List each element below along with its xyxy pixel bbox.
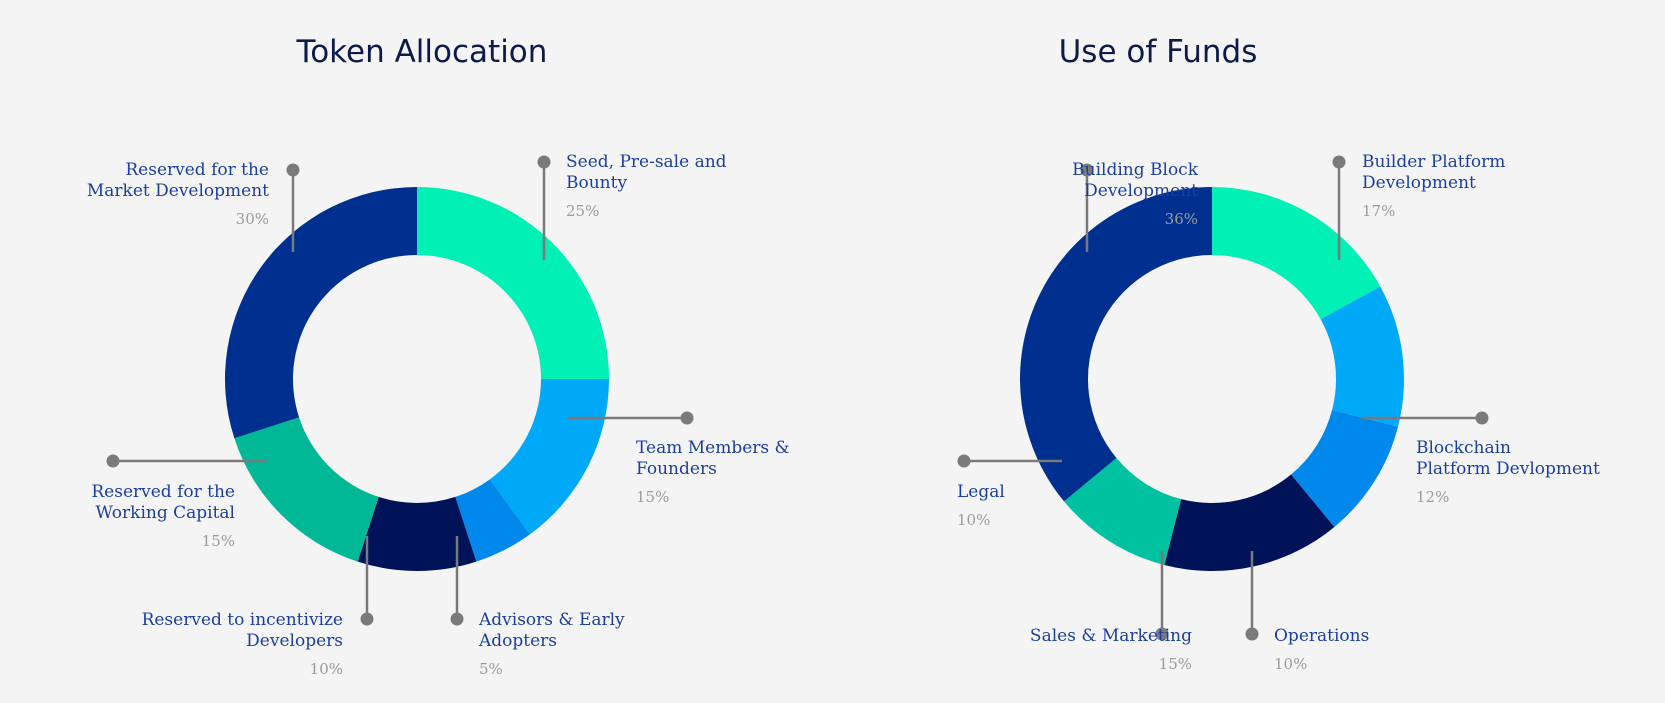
leader-dot	[286, 163, 300, 177]
leader-dot	[537, 155, 551, 169]
slice-label-market-dev: Reserved for the Market Development 30%	[86, 160, 269, 228]
leader-dot	[1332, 155, 1346, 169]
leader-dot	[1080, 163, 1094, 177]
slice-label-operations: Operations 10%	[1274, 626, 1370, 673]
slice-label-developers: Reserved to incentivize Developers 10%	[141, 610, 343, 678]
slice-builder-platform-development	[1212, 187, 1381, 320]
slice-reserved-for-the-working-capital	[234, 417, 379, 562]
slice-label-legal: Legal 10%	[957, 482, 1005, 529]
slice-reserved-for-the-market-development	[224, 187, 417, 439]
slice-label-advisors: Advisors & Early Adopters 5%	[479, 610, 625, 678]
slice-advisors-early-adopters	[455, 479, 530, 562]
chart-title: Token Allocation	[296, 34, 548, 70]
slice-label-builder-platform: Builder Platform Development 17%	[1362, 152, 1506, 220]
leader-dot	[1245, 627, 1259, 641]
slice-blockchain-platform-devlopment	[1320, 286, 1404, 427]
slice-label-working-capital: Reserved for the Working Capital 15%	[91, 482, 235, 550]
use-of-funds-panel: Use of Funds Builder Platform Development…	[832, 0, 1665, 703]
chart-title: Use of Funds	[1058, 34, 1258, 70]
slice-label-sales-marketing: Sales & Marketing 15%	[1029, 626, 1192, 673]
leader-dot	[957, 454, 971, 468]
leader-dot	[450, 612, 464, 626]
slice-label-blockchain-platform: Blockchain Platform Devlopment 12%	[1416, 438, 1600, 506]
leader-dot	[360, 612, 374, 626]
leader-dot	[1475, 411, 1489, 425]
use-of-funds-donut	[957, 155, 1489, 641]
slice-building-block-development	[1019, 187, 1212, 502]
leader-dot	[1155, 627, 1169, 641]
slice-label-building-block: Building Block Development 36%	[1072, 160, 1198, 228]
slice-label-team: Team Members & Founders 15%	[636, 438, 790, 506]
leader-dot	[106, 454, 120, 468]
slice-legal	[1064, 458, 1182, 565]
token-allocation-donut	[106, 155, 694, 626]
leader-dot	[680, 411, 694, 425]
slice-seed-pre-sale-and-bounty	[417, 187, 609, 379]
slice-sales-marketing	[1164, 474, 1335, 571]
slice-label-seed: Seed, Pre-sale and Bounty 25%	[566, 152, 727, 220]
slice-operations	[1291, 409, 1398, 527]
slice-reserved-to-incentivize-developers	[357, 496, 477, 571]
token-allocation-panel: Token Allocation Seed, Pre-sale and Bount…	[0, 0, 832, 703]
